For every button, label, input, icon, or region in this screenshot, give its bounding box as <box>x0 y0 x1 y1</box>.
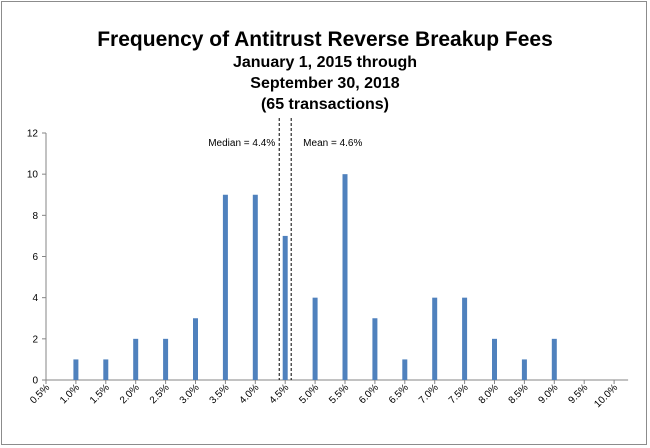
bar <box>521 359 527 380</box>
bar <box>342 174 348 380</box>
bar <box>282 235 288 380</box>
bar <box>73 359 79 380</box>
bar <box>252 194 258 380</box>
chart-titles: Frequency of Antitrust Reverse Breakup F… <box>0 28 650 115</box>
chart-title: Frequency of Antitrust Reverse Breakup F… <box>97 28 553 51</box>
bar <box>551 338 557 380</box>
chart-subtitle-line-1: January 1, 2015 through <box>232 54 418 71</box>
bar <box>103 359 109 380</box>
mean-label: Mean = 4.6% <box>303 138 362 149</box>
x-tick-label: 8.5% <box>507 382 531 406</box>
chart-subtitle-line-3: (65 transactions) <box>260 96 390 113</box>
x-tick-label: 8.0% <box>477 382 501 406</box>
x-tick-label: 3.0% <box>178 382 202 406</box>
x-tick-label: 3.5% <box>208 382 232 406</box>
y-tick-label: 2 <box>32 334 38 345</box>
bar <box>193 318 198 380</box>
bar <box>163 338 169 380</box>
x-tick-label: 6.0% <box>357 382 381 406</box>
bar <box>312 297 318 380</box>
bar <box>432 297 438 380</box>
x-tick-label: 10.0% <box>592 382 620 410</box>
bar <box>492 338 497 380</box>
y-tick-label: 8 <box>32 211 38 222</box>
x-tick-label: 7.0% <box>417 382 441 406</box>
x-tick-label: 2.5% <box>148 382 172 406</box>
x-tick-label: 7.5% <box>447 382 471 406</box>
y-tick-label: 12 <box>27 129 39 140</box>
x-tick-label: 1.0% <box>58 382 82 406</box>
x-tick-label: 9.5% <box>566 382 590 406</box>
x-tick-label: 2.0% <box>118 382 142 406</box>
bar <box>402 359 408 380</box>
x-tick-label: 5.5% <box>327 382 351 406</box>
x-tick-label: 6.5% <box>387 382 411 406</box>
bar <box>133 338 139 380</box>
median-label: Median = 4.4% <box>208 138 275 149</box>
chart-subtitle-line-2: September 30, 2018 <box>250 75 400 92</box>
y-tick-label: 6 <box>32 252 38 263</box>
bar <box>462 297 468 380</box>
bar <box>222 194 228 380</box>
bar <box>372 318 378 380</box>
x-tick-label: 9.0% <box>537 382 561 406</box>
y-tick-label: 4 <box>32 293 38 304</box>
x-tick-label: 5.0% <box>297 382 321 406</box>
y-tick-label: 0 <box>32 376 38 387</box>
x-tick-label: 4.0% <box>238 382 262 406</box>
y-tick-label: 10 <box>27 170 39 181</box>
x-tick-label: 1.5% <box>88 382 112 406</box>
x-tick-label: 4.5% <box>267 382 291 406</box>
